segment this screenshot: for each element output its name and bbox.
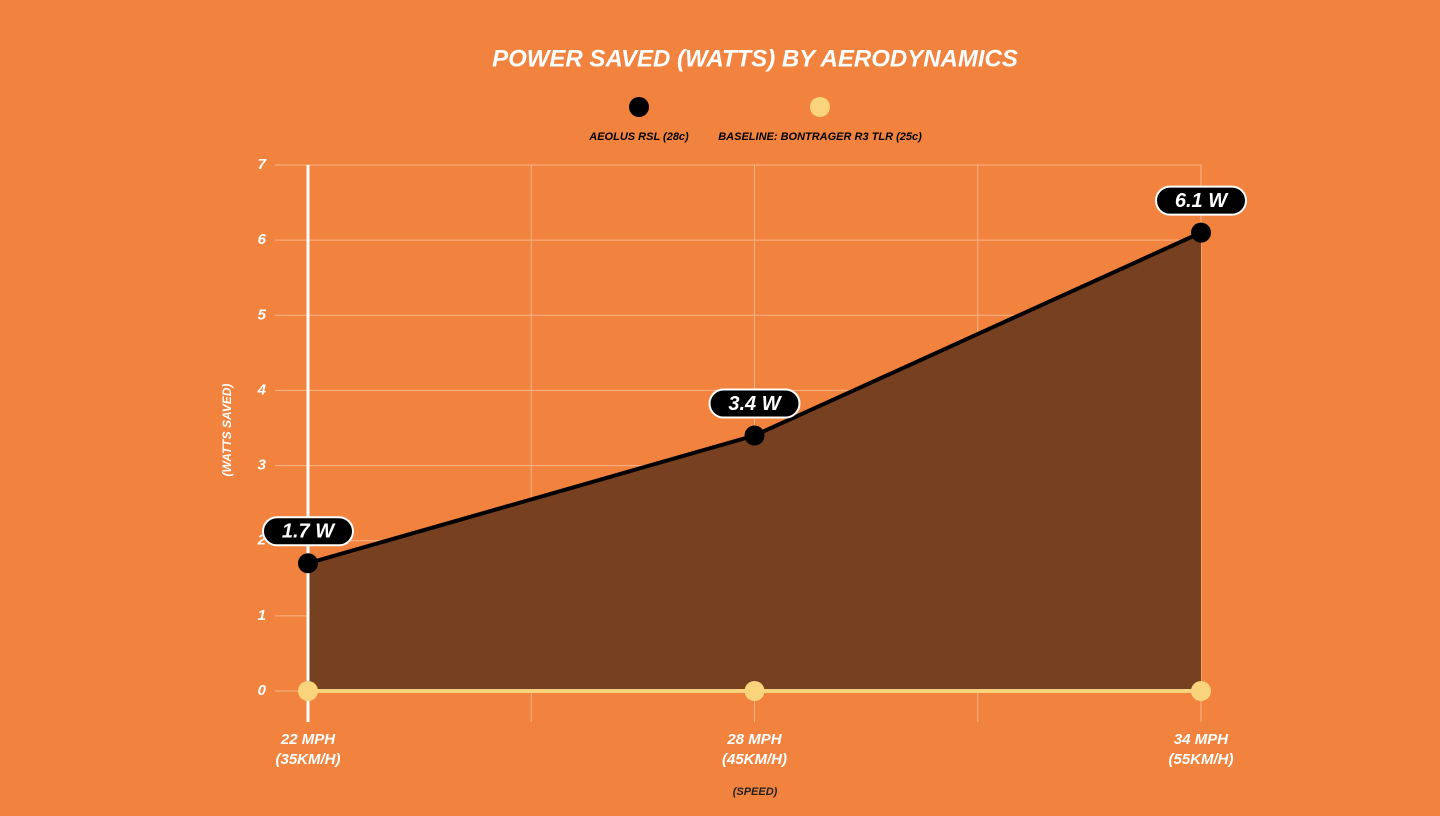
x-tick-label: 34 MPH — [1174, 731, 1229, 748]
value-label: 1.7 W — [282, 521, 336, 543]
y-tick-label: 3 — [258, 457, 267, 474]
legend-marker — [629, 97, 649, 117]
value-label-bg — [1155, 185, 1247, 216]
y-tick-label: 5 — [258, 306, 267, 323]
x-tick-label-metric: (45KM/H) — [722, 751, 787, 768]
y-tick-label: 6 — [258, 231, 267, 248]
chart-title: POWER SAVED (WATTS) BY AERODYNAMICS — [492, 45, 1018, 72]
marker — [1191, 222, 1211, 243]
marker — [1191, 681, 1211, 701]
value-label-bg — [262, 516, 354, 547]
y-tick-label: 2 — [257, 532, 267, 549]
x-tick-label-metric: (35KM/H) — [275, 751, 340, 768]
legend-label: AEOLUS RSL (28c) — [588, 131, 689, 143]
y-tick-label: 0 — [258, 682, 267, 699]
legend-label: BASELINE: BONTRAGER R3 TLR (25c) — [718, 131, 922, 143]
y-tick-label: 1 — [258, 607, 266, 624]
area — [308, 232, 1201, 691]
marker — [744, 681, 765, 701]
value-label-bg — [708, 388, 801, 419]
marker — [298, 681, 318, 701]
y-axis-label: (WATTS SAVED) — [220, 384, 234, 477]
marker — [744, 425, 765, 446]
legend-marker — [810, 97, 830, 117]
x-tick-label: 28 MPH — [726, 731, 782, 748]
y-tick-label: 7 — [258, 156, 267, 173]
x-tick-label: 22 MPH — [280, 731, 336, 748]
y-tick-label: 4 — [257, 381, 267, 398]
value-label: 6.1 W — [1175, 190, 1229, 212]
x-tick-label-metric: (55KM/H) — [1168, 751, 1233, 768]
value-label: 3.4 W — [728, 393, 782, 415]
x-axis-label: (SPEED) — [733, 786, 778, 798]
marker — [298, 553, 318, 574]
